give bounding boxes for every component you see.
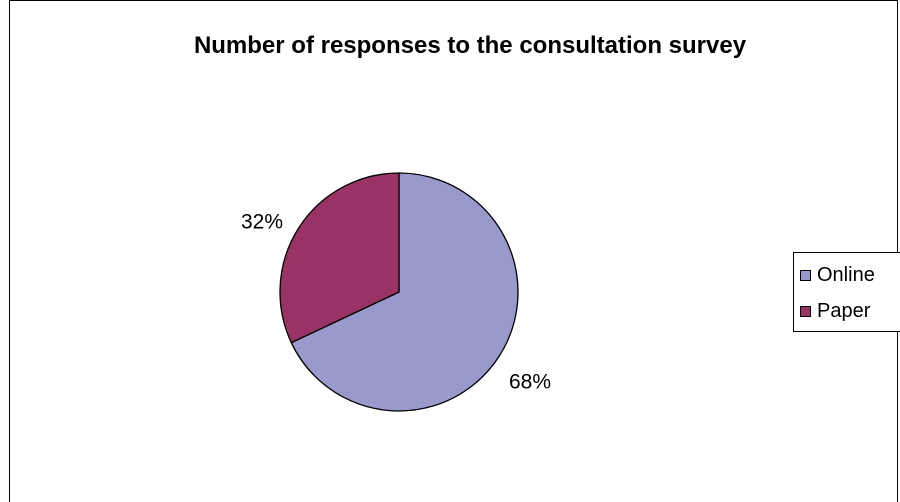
- legend-label-paper: Paper: [817, 299, 871, 322]
- data-label-paper: 32%: [241, 211, 283, 234]
- legend: Online Paper: [793, 252, 900, 332]
- data-label-online: 68%: [509, 371, 551, 394]
- legend-item-paper: Paper: [800, 299, 870, 323]
- legend-swatch-online: [800, 269, 811, 281]
- chart-frame: [9, 0, 898, 502]
- chart-title: Number of responses to the consultation …: [193, 32, 747, 59]
- legend-item-online: Online: [800, 263, 875, 287]
- legend-swatch-paper: [800, 305, 811, 317]
- legend-label-online: Online: [817, 263, 875, 286]
- pie-slice-online: [290, 172, 519, 412]
- pie-slice-paper: [279, 172, 400, 344]
